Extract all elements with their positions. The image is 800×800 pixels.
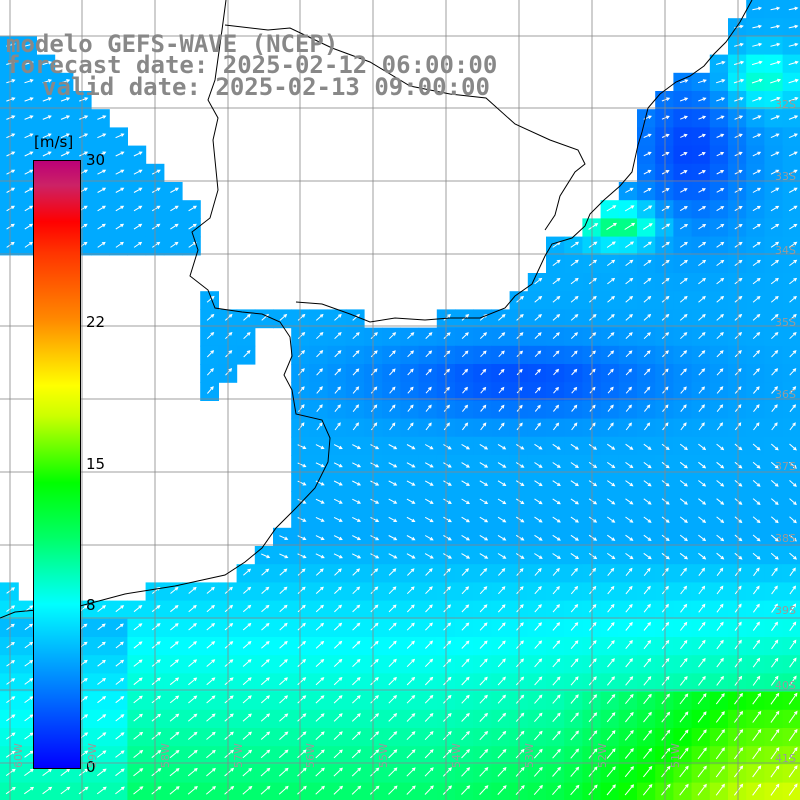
colorbar-unit: [m/s] [34, 133, 74, 151]
model-title: modelo GEFS-WAVE (NCEP) [6, 30, 339, 58]
colorbar-tick: 22 [86, 312, 106, 331]
lat-label: 37S [775, 460, 796, 473]
lon-label: 59W [86, 743, 99, 768]
lon-label: 52W [596, 743, 609, 768]
lat-label: 39S [775, 604, 796, 617]
lon-label: 56W [304, 743, 317, 768]
lat-label: 41S [775, 752, 796, 765]
lat-label: 32S [775, 98, 796, 111]
coastline-2 [224, 24, 586, 231]
lat-label: 36S [775, 388, 796, 401]
forecast-date: forecast date: 2025-02-12 06:00:00 [6, 51, 498, 79]
colorbar-tick: 0 [86, 758, 96, 776]
lon-label: 55W [377, 743, 390, 768]
lon-label: 53W [523, 743, 536, 768]
lat-label: 35S [775, 316, 796, 329]
lon-label: 57W [232, 743, 245, 768]
lon-label: 51W [669, 743, 682, 768]
lat-label: 38S [775, 532, 796, 545]
lat-label: 34S [775, 244, 796, 257]
lon-label: 54W [450, 743, 463, 768]
lon-label: 60W [12, 743, 25, 768]
valid-date: valid date: 2025-02-13 09:00:00 [42, 73, 490, 101]
coastline-0 [0, 0, 331, 619]
colorbar-tick: 8 [86, 596, 96, 615]
coastline-1 [295, 0, 753, 323]
lon-label: 58W [159, 743, 172, 768]
colorbar-tick: 30 [86, 151, 106, 169]
lat-label: 33S [775, 170, 796, 183]
colorbar [33, 160, 81, 769]
colorbar-tick: 15 [86, 454, 106, 473]
lat-label: 40S [775, 679, 796, 692]
